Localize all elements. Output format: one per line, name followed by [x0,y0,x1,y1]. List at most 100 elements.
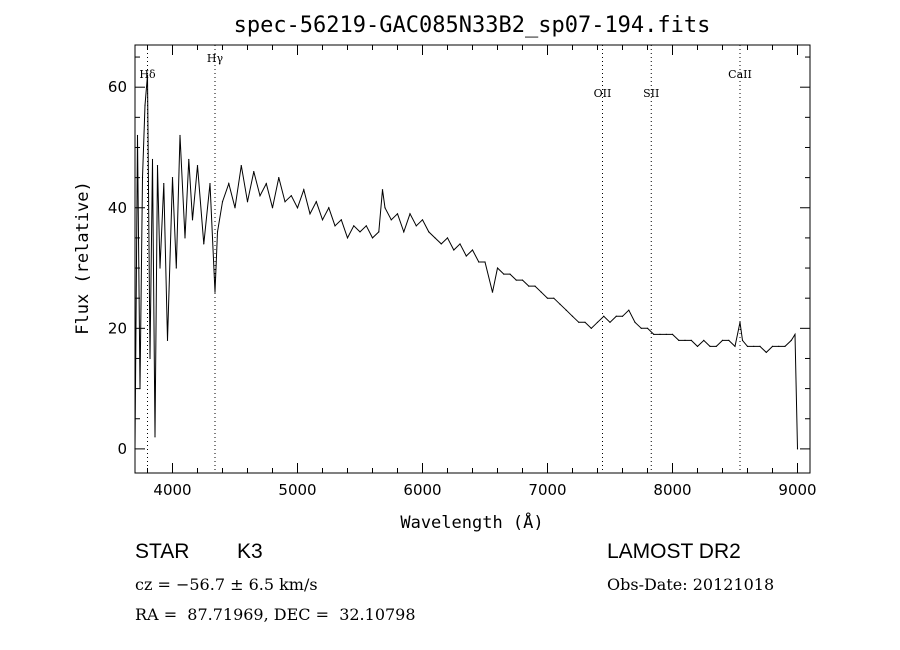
x-tick-label: 8000 [653,481,691,499]
flux-point [159,267,161,269]
y-tick-label: 60 [108,78,127,96]
flux-point [171,177,174,179]
flux-point [253,170,255,173]
flux-point [315,201,317,203]
flux-point [259,195,261,197]
flux-point [278,177,280,179]
flux-point [646,327,649,329]
survey-name: LAMOST DR2 [607,540,741,563]
flux-point [334,225,336,227]
flux-point [621,315,624,317]
flux-point [553,297,555,299]
flux-point [665,333,667,335]
flux-point [403,231,405,233]
flux-point [346,237,349,239]
chart-title: spec-56219-GAC085N33B2_sp07-194.fits [234,13,711,38]
flux-point [534,285,536,287]
flux-point [546,297,549,299]
flux-point [709,345,711,348]
line-marker-label: CaII [728,68,752,81]
flux-point [156,164,159,167]
flux-series [134,74,799,450]
flux-point [628,309,630,311]
flux-point [136,134,139,137]
object-subclass: K3 [237,540,263,563]
flux-point [179,134,181,137]
flux-point [615,315,617,317]
flux-point [559,303,561,305]
line-marker-label: Hγ [207,52,224,65]
flux-point [771,345,774,348]
flux-point [434,237,436,239]
y-tick-label: 20 [108,319,127,337]
flux-point [209,183,211,185]
coordinates-text: RA = 87.71969, DEC = 32.10798 [135,605,416,624]
flux-point [571,315,574,317]
flux-point [484,261,486,263]
flux-point [790,339,792,341]
y-tick-label: 0 [117,440,127,458]
flux-point [678,339,680,341]
flux-point [188,158,190,161]
flux-point [503,273,505,275]
y-tick-label: 40 [108,199,127,217]
flux-point [428,231,430,233]
flux-line [134,75,798,449]
flux-point [584,321,586,323]
flux-point [303,189,305,191]
flux-point [753,345,755,348]
flux-point [715,345,717,348]
flux-point [778,345,780,348]
flux-point [378,231,380,233]
flux-point [390,219,392,221]
flux-point [175,267,177,269]
flux-point [471,249,474,251]
flux-point [353,225,355,227]
flux-point [234,207,236,209]
flux-point [640,327,642,329]
flux-point [671,333,674,335]
flux-point [578,321,580,323]
flux-point [684,339,686,341]
velocity-text: cz = −56.7 ± 6.5 km/s [135,575,318,594]
flux-point [371,237,374,239]
plot-frame [134,44,811,474]
flux-point [728,339,730,341]
flux-point [515,279,517,281]
flux-point [794,333,796,335]
flux-point [721,339,724,341]
flux-point [659,333,661,335]
line-marker-label: OII [594,87,612,100]
flux-point [340,219,342,221]
flux-point [290,195,292,197]
flux-point [396,213,399,215]
x-tick-label: 7000 [528,481,566,499]
flux-point [216,231,219,233]
flux-point [741,339,744,341]
line-marker-label: SII [643,87,659,100]
flux-point [146,74,149,76]
flux-point [365,225,367,227]
flux-point [191,219,194,221]
flux-point [440,243,442,245]
flux-point [284,201,286,203]
flux-point [321,219,324,221]
flux-point [509,273,511,275]
flux-point [734,345,736,348]
flux-point [565,309,567,311]
flux-point [141,177,144,179]
flux-point [590,327,592,329]
x-tick-label: 5000 [278,481,316,499]
flux-point [151,158,154,161]
flux-point [759,345,761,348]
flux-point [214,291,216,293]
flux-point [139,388,141,390]
x-tick-label: 4000 [153,481,191,499]
flux-point [265,183,267,185]
flux-point [596,321,599,323]
flux-point [609,321,611,323]
obs-date-text: Obs-Date: 20121018 [607,575,775,594]
flux-point [381,189,384,191]
flux-point [309,213,311,215]
x-axis-label: Wavelength (Å) [400,511,543,533]
